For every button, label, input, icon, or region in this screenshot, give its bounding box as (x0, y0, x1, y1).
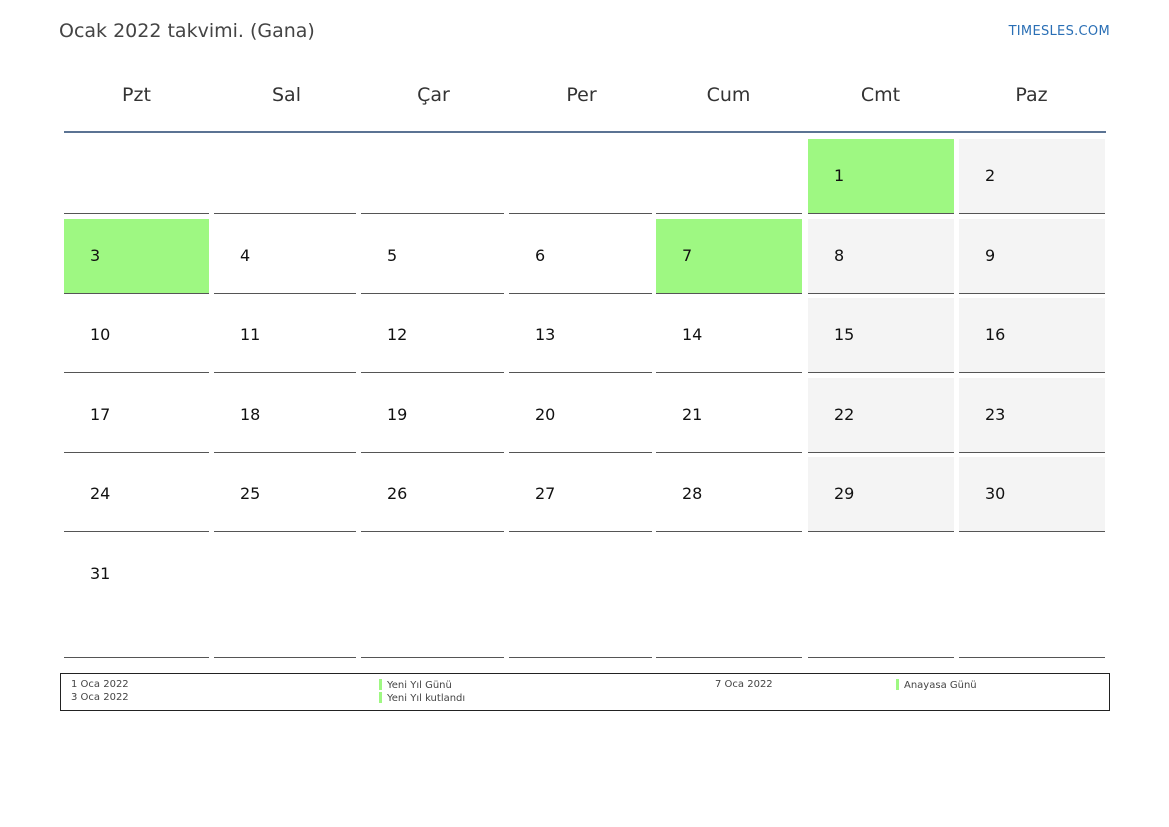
day-number: 29 (834, 484, 855, 503)
day-number: 23 (985, 405, 1006, 424)
day-cell: 26 (361, 457, 504, 532)
day-cell: 22 (808, 378, 954, 453)
day-number: 19 (387, 405, 408, 424)
empty-cell (361, 537, 504, 658)
legend-holiday: Anayasa Günü (896, 679, 977, 692)
day-cell: 12 (361, 298, 504, 373)
day-number: 26 (387, 484, 408, 503)
day-number: 5 (387, 246, 398, 265)
day-cell: 20 (509, 378, 652, 453)
day-number: 21 (682, 405, 703, 424)
empty-cell (959, 537, 1105, 658)
empty-cell (656, 139, 802, 214)
empty-cell (214, 537, 356, 658)
day-cell: 3 (64, 219, 209, 294)
day-cell: 1 (808, 139, 954, 214)
day-cell: 28 (656, 457, 802, 532)
day-cell: 27 (509, 457, 652, 532)
page-title: Ocak 2022 takvimi. (Gana) (59, 20, 315, 42)
day-cell: 13 (509, 298, 652, 373)
holiday-color-marker (379, 692, 382, 703)
empty-cell (361, 139, 504, 214)
day-number: 7 (682, 246, 693, 265)
day-cell: 10 (64, 298, 209, 373)
day-cell: 6 (509, 219, 652, 294)
day-cell: 23 (959, 378, 1105, 453)
day-number: 13 (535, 325, 556, 344)
holiday-color-marker (896, 679, 899, 690)
day-number: 20 (535, 405, 556, 424)
empty-cell (214, 139, 356, 214)
day-cell: 25 (214, 457, 356, 532)
legend-holiday: Yeni Yıl kutlandı (379, 692, 465, 705)
empty-cell (509, 139, 652, 214)
weekday-header: Pzt (122, 84, 151, 106)
empty-cell (656, 537, 802, 658)
day-cell: 24 (64, 457, 209, 532)
day-cell: 5 (361, 219, 504, 294)
day-number: 17 (90, 405, 111, 424)
legend-holiday-name: Yeni Yıl Günü (387, 680, 452, 691)
day-number: 8 (834, 246, 845, 265)
day-number: 24 (90, 484, 111, 503)
weekday-header: Cmt (860, 84, 901, 106)
day-cell: 9 (959, 219, 1105, 294)
day-cell: 2 (959, 139, 1105, 214)
holiday-legend: 1 Oca 2022 3 Oca 2022 Yeni Yıl Günü Yeni… (60, 673, 1110, 711)
day-number: 22 (834, 405, 855, 424)
day-number: 31 (90, 564, 111, 583)
day-cell: 17 (64, 378, 209, 453)
legend-date: 3 Oca 2022 (71, 692, 129, 703)
day-number: 25 (240, 484, 261, 503)
day-cell: 18 (214, 378, 356, 453)
day-number: 14 (682, 325, 703, 344)
empty-cell (64, 139, 209, 214)
day-cell: 19 (361, 378, 504, 453)
day-cell: 30 (959, 457, 1105, 532)
empty-cell (509, 537, 652, 658)
day-cell: 16 (959, 298, 1105, 373)
weekday-header: Cum (706, 84, 751, 106)
header-divider (64, 131, 1106, 133)
weekday-header: Per (566, 84, 597, 106)
day-number: 3 (90, 246, 101, 265)
day-cell: 21 (656, 378, 802, 453)
weekday-header: Sal (272, 84, 301, 106)
day-number: 11 (240, 325, 261, 344)
day-number: 4 (240, 246, 251, 265)
day-cell: 7 (656, 219, 802, 294)
weekday-header: Paz (1015, 84, 1048, 106)
empty-cell (808, 537, 954, 658)
day-number: 9 (985, 246, 996, 265)
holiday-color-marker (379, 679, 382, 690)
legend-date: 7 Oca 2022 (715, 679, 773, 690)
day-cell: 4 (214, 219, 356, 294)
day-number: 1 (834, 166, 845, 185)
day-cell: 8 (808, 219, 954, 294)
day-cell: 11 (214, 298, 356, 373)
day-number: 15 (834, 325, 855, 344)
day-number: 27 (535, 484, 556, 503)
day-cell: 14 (656, 298, 802, 373)
day-number: 28 (682, 484, 703, 503)
legend-holiday-name: Anayasa Günü (904, 680, 977, 691)
day-number: 16 (985, 325, 1006, 344)
day-number: 12 (387, 325, 408, 344)
day-number: 6 (535, 246, 546, 265)
weekday-header-row: Pzt Sal Çar Per Cum Cmt Paz (64, 84, 1106, 114)
weekday-header: Çar (417, 84, 450, 106)
day-number: 30 (985, 484, 1006, 503)
legend-date: 1 Oca 2022 (71, 679, 129, 690)
day-number: 18 (240, 405, 261, 424)
legend-holiday: Yeni Yıl Günü (379, 679, 452, 692)
day-cell: 29 (808, 457, 954, 532)
brand-link[interactable]: TIMESLES.COM (1008, 24, 1110, 39)
day-cell: 31 (64, 537, 209, 658)
day-number: 10 (90, 325, 111, 344)
day-cell: 15 (808, 298, 954, 373)
legend-holiday-name: Yeni Yıl kutlandı (387, 693, 466, 704)
day-number: 2 (985, 166, 996, 185)
